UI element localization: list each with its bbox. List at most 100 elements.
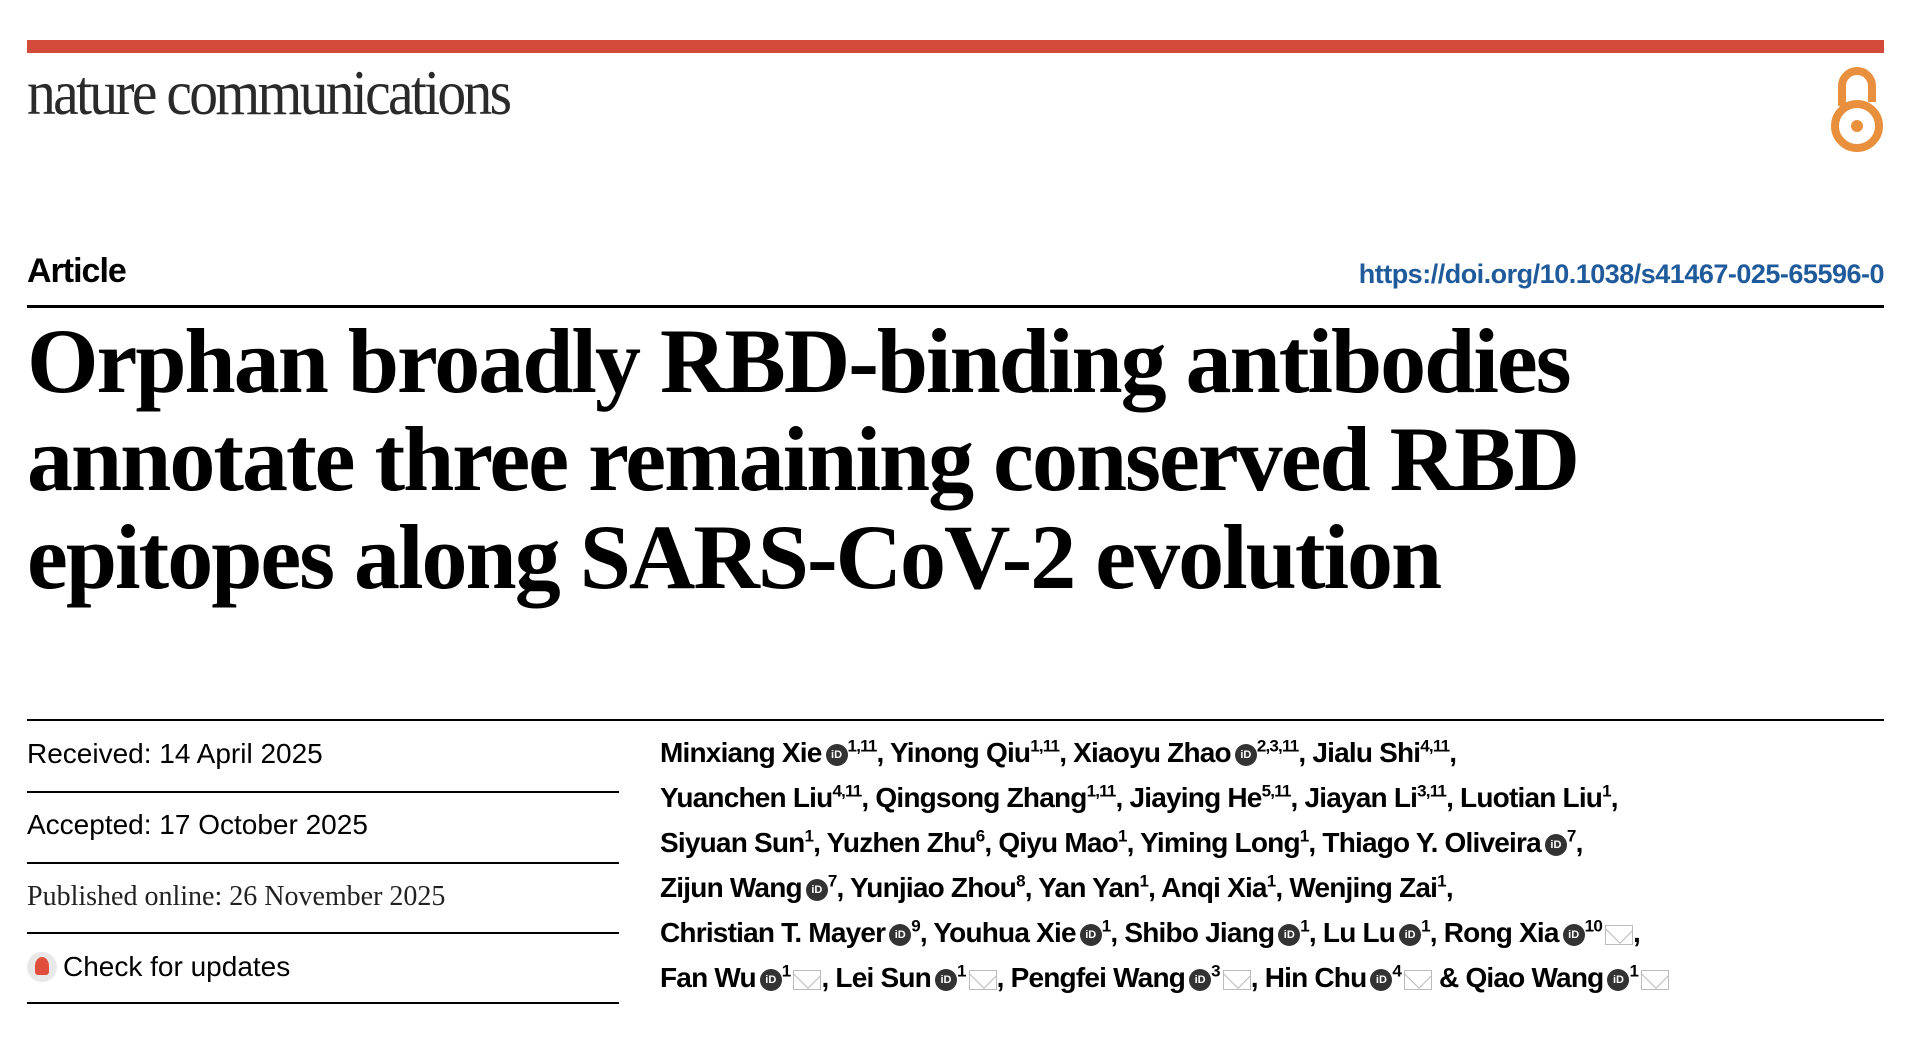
affiliation-superscript[interactable]: 1 — [956, 961, 966, 981]
orcid-icon[interactable]: iD — [1399, 923, 1422, 946]
affiliation-superscript[interactable]: 4,11 — [1420, 736, 1450, 756]
affiliation-superscript[interactable]: 1 — [1437, 871, 1446, 891]
orcid-icon[interactable]: iD — [1544, 833, 1567, 856]
author[interactable]: Wenjing Zai1 — [1289, 871, 1446, 903]
affiliation-superscript[interactable]: 1 — [1602, 781, 1611, 801]
author[interactable]: Minxiang Xie iD 1,11 — [660, 737, 877, 768]
affiliation-superscript[interactable]: 1,11 — [1030, 736, 1060, 756]
author[interactable]: Yan Yan1 — [1038, 871, 1149, 903]
affiliation-superscript[interactable]: 8 — [1016, 871, 1025, 891]
check-for-updates-button[interactable]: Check for updates — [27, 951, 290, 983]
author-name: Luotian Liu — [1460, 782, 1603, 813]
author[interactable]: Siyuan Sun1 — [660, 826, 814, 858]
author-name: Qingsong Zhang — [875, 782, 1087, 813]
affiliation-superscript[interactable]: 4 — [1392, 961, 1402, 981]
orcid-icon[interactable]: iD — [934, 968, 957, 991]
affiliation-superscript[interactable]: 1 — [1421, 916, 1430, 936]
author[interactable]: Yuzhen Zhu6 — [827, 826, 986, 858]
affiliation-superscript[interactable]: 6 — [975, 826, 985, 846]
author[interactable]: Luotian Liu1 — [1460, 782, 1611, 813]
divider — [27, 791, 619, 793]
published-date: Published online: 26 November 2025 — [27, 881, 446, 912]
affiliation-superscript[interactable]: 9 — [911, 916, 920, 936]
email-icon[interactable] — [1604, 924, 1633, 945]
author[interactable]: Anqi Xia1 — [1161, 871, 1276, 903]
author-name: Wenjing Zai — [1289, 872, 1438, 903]
author-name: Anqi Xia — [1161, 872, 1267, 903]
divider — [27, 932, 619, 934]
author[interactable]: Yinong Qiu1,11 — [890, 736, 1060, 768]
author[interactable]: Hin Chu iD 4 — [1264, 961, 1433, 993]
orcid-icon[interactable]: iD — [1079, 923, 1102, 946]
email-icon[interactable] — [1404, 969, 1433, 990]
author[interactable]: Qingsong Zhang1,11 — [875, 781, 1117, 813]
author-name: Yiming Long — [1140, 827, 1301, 858]
author-name: Jiaying He — [1129, 782, 1263, 813]
author-name: Hin Chu — [1264, 962, 1368, 993]
affiliation-superscript[interactable]: 5,11 — [1261, 781, 1292, 801]
affiliation-superscript[interactable]: 7 — [827, 871, 837, 891]
affiliation-superscript[interactable]: 1 — [1300, 916, 1309, 936]
author-name: Jialu Shi — [1312, 737, 1421, 768]
affiliation-superscript[interactable]: 2,3,11 — [1256, 736, 1299, 756]
author[interactable]: Lu Lu iD 1 — [1323, 916, 1431, 948]
affiliation-superscript[interactable]: 3 — [1211, 961, 1220, 981]
email-icon[interactable] — [1641, 969, 1670, 990]
author[interactable]: Christian T. Mayer iD 9 — [660, 916, 921, 948]
author[interactable]: Yunjiao Zhou8 — [849, 871, 1026, 903]
doi-link[interactable]: https://doi.org/10.1038/s41467-025-65596… — [1358, 259, 1885, 289]
orcid-icon[interactable]: iD — [1562, 923, 1585, 946]
author-name: Yuanchen Liu — [660, 782, 833, 813]
orcid-icon[interactable]: iD — [805, 878, 828, 901]
orcid-icon[interactable]: iD — [1607, 968, 1630, 991]
orcid-icon[interactable]: iD — [1278, 923, 1301, 946]
affiliation-superscript[interactable]: 10 — [1584, 916, 1603, 936]
received-date: Received: 14 April 2025 — [27, 738, 323, 769]
author[interactable]: Yiming Long1 — [1140, 826, 1309, 858]
email-icon[interactable] — [793, 969, 822, 990]
affiliation-superscript[interactable]: 1 — [1266, 871, 1276, 891]
affiliation-superscript[interactable]: 1 — [1629, 961, 1639, 981]
author[interactable]: Rong Xia iD 10 — [1444, 917, 1633, 948]
orcid-icon[interactable]: iD — [1189, 968, 1212, 991]
affiliation-superscript[interactable]: 1 — [781, 961, 791, 981]
author[interactable]: Jialu Shi4,11 — [1312, 736, 1450, 768]
author[interactable]: Youhua Xie iD 1 — [933, 916, 1111, 948]
affiliation-superscript[interactable]: 7 — [1566, 826, 1576, 846]
author[interactable]: Qiyu Mao1 — [998, 826, 1127, 858]
author-name: Thiago Y. Oliveira — [1322, 827, 1541, 858]
author[interactable]: Jiaying He5,11 — [1129, 781, 1292, 813]
author-name: Pengfei Wang — [1010, 962, 1186, 993]
check-updates-label: Check for updates — [63, 951, 291, 982]
author[interactable]: Thiago Y. Oliveira iD 7 — [1322, 826, 1576, 858]
author-name: Yunjiao Zhou — [849, 872, 1017, 903]
email-icon[interactable] — [968, 969, 997, 990]
email-icon[interactable] — [1222, 969, 1251, 990]
orcid-icon[interactable]: iD — [1234, 743, 1257, 766]
author[interactable]: Yuanchen Liu4,11 — [660, 781, 862, 813]
orcid-icon[interactable]: iD — [759, 968, 782, 991]
affiliation-superscript[interactable]: 1 — [1117, 826, 1127, 846]
author-name: Zijun Wang — [660, 872, 803, 903]
affiliation-superscript[interactable]: 1,11 — [1086, 781, 1117, 801]
author[interactable]: Jiayan Li3,11 — [1304, 782, 1446, 813]
affiliation-superscript[interactable]: 1 — [1101, 916, 1111, 936]
author-name: Siyuan Sun — [660, 827, 805, 858]
author[interactable]: Shibo Jiang iD 1 — [1124, 917, 1309, 948]
author[interactable]: Pengfei Wang iD 3 — [1011, 962, 1251, 993]
author-name: Qiyu Mao — [998, 827, 1118, 858]
affiliation-superscript[interactable]: 1 — [1299, 826, 1309, 846]
orcid-icon[interactable]: iD — [825, 743, 848, 766]
affiliation-superscript[interactable]: 3,11 — [1417, 781, 1447, 801]
author[interactable]: Xiaoyu Zhao iD 2,3,11 — [1073, 736, 1299, 768]
affiliation-superscript[interactable]: 1,11 — [847, 736, 878, 756]
author[interactable]: Zijun Wang iD 7 — [660, 871, 837, 903]
orcid-icon[interactable]: iD — [1370, 968, 1393, 991]
affiliation-superscript[interactable]: 1 — [804, 826, 814, 846]
author[interactable]: Qiao Wang iD 1 — [1465, 961, 1670, 993]
affiliation-superscript[interactable]: 1 — [1139, 871, 1149, 891]
author[interactable]: Lei Sun iD 1 — [835, 961, 997, 993]
affiliation-superscript[interactable]: 4,11 — [832, 781, 862, 801]
orcid-icon[interactable]: iD — [889, 923, 912, 946]
author[interactable]: Fan Wu iD 1 — [660, 961, 822, 993]
